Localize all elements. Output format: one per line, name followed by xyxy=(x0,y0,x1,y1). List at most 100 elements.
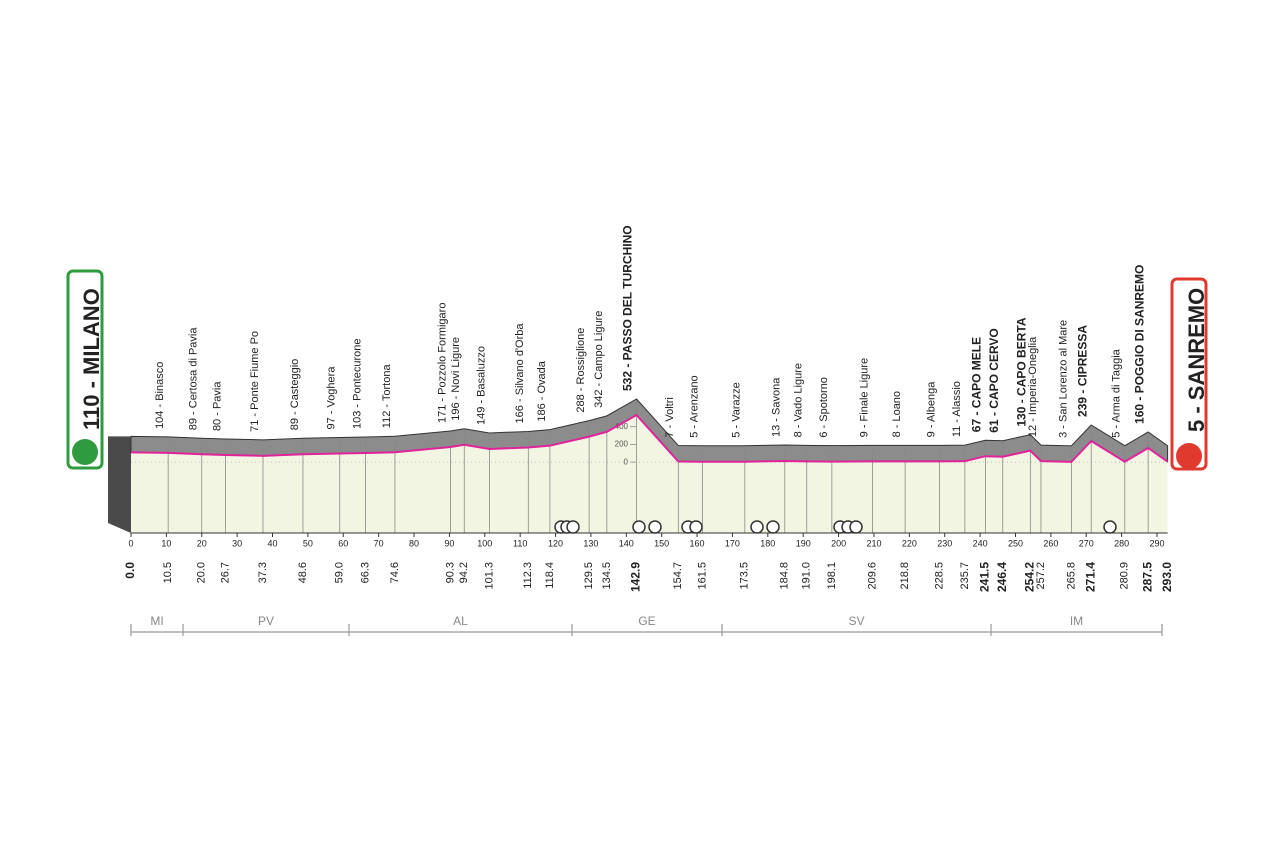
waypoint-label: 342 - Campo Ligure xyxy=(593,311,605,408)
start-box xyxy=(66,269,104,470)
waypoint-label: 80 - Pavia xyxy=(211,381,223,431)
elevation-line xyxy=(130,413,1169,463)
x-tick-label: 0 xyxy=(128,538,133,548)
distance-label: 246.4 xyxy=(995,562,1009,592)
x-tick-label: 120 xyxy=(548,538,563,548)
region-label: PV xyxy=(258,614,274,628)
waypoint-label: 288 - Rossiglione xyxy=(575,328,587,413)
waypoint-label: 149 - Basaluzzo xyxy=(475,346,487,425)
x-tick-label: 50 xyxy=(303,538,313,548)
waypoint-label: 8 - Loano xyxy=(891,391,903,437)
waypoint-label: 3 - San Lorenzo al Mare xyxy=(1057,320,1069,438)
waypoint-label: 9 - Albenga xyxy=(925,381,937,438)
x-tick-label: 130 xyxy=(583,538,598,548)
waypoint-label: 104 - Binasco xyxy=(154,362,166,429)
region-label: GE xyxy=(638,614,655,628)
distance-label: 154.7 xyxy=(672,562,684,590)
waypoint-label: 160 - POGGIO DI SANREMO xyxy=(1132,265,1146,424)
distance-label: 101.3 xyxy=(483,562,495,590)
distance-label: 265.8 xyxy=(1065,562,1077,590)
distance-label: 134.5 xyxy=(601,562,613,590)
waypoint-label: 61 - CAPO CERVO xyxy=(987,328,1001,432)
sprint-icons xyxy=(554,520,1117,534)
region-label: AL xyxy=(453,614,468,628)
waypoint-label: 11 - Alassio xyxy=(951,381,963,437)
x-tick-label: 210 xyxy=(866,538,881,548)
x-tick-label: 280 xyxy=(1114,538,1129,548)
distance-label: 20.0 xyxy=(196,562,208,583)
distance-label: 280.9 xyxy=(1119,562,1131,590)
x-tick-label: 250 xyxy=(1008,538,1023,548)
x-tick-label: 90 xyxy=(444,538,454,548)
waypoint-label: 7 - Voltri xyxy=(664,397,676,437)
x-tick-label: 220 xyxy=(902,538,917,548)
waypoint-label: 112 - Tortona xyxy=(381,364,393,429)
icon xyxy=(648,520,662,534)
waypoint-label: 97 - Voghera xyxy=(326,366,338,430)
waypoint-label: 6 - Spotorno xyxy=(818,377,830,438)
x-tick-label: 40 xyxy=(268,538,278,548)
finish-label: 5 - SANREMO xyxy=(1184,288,1209,432)
waypoint-label: 13 - Savona xyxy=(771,377,783,437)
icon xyxy=(849,520,863,534)
icon xyxy=(766,520,780,534)
waypoint-label: 196 - Novi Ligure xyxy=(450,337,462,421)
finish-icon xyxy=(1176,443,1202,469)
distance-label: 129.5 xyxy=(583,562,595,590)
x-tick-label: 20 xyxy=(197,538,207,548)
x-tick-label: 270 xyxy=(1079,538,1094,548)
y-tick-label: 400 xyxy=(615,422,629,431)
x-tick-label: 10 xyxy=(161,538,171,548)
distance-label: 37.3 xyxy=(257,562,269,583)
distance-label: 218.8 xyxy=(899,562,911,590)
distance-label: 184.8 xyxy=(779,562,791,590)
profile-wall xyxy=(108,436,131,533)
distance-label: 257.2 xyxy=(1035,562,1047,590)
waypoint-label: 67 - CAPO MELE xyxy=(970,337,984,432)
icon xyxy=(1103,520,1117,534)
icon xyxy=(750,520,764,534)
waypoint-label: 71 - Ponte Fiume Po xyxy=(249,331,261,432)
waypoint-label: 532 - PASSO DEL TURCHINO xyxy=(621,225,635,391)
waypoint-label: 186 - Ovada xyxy=(536,360,548,421)
y-tick-label: 200 xyxy=(615,440,629,449)
waypoint-label: 130 - CAPO BERTA xyxy=(1015,317,1029,426)
waypoint-label: 239 - CIPRESSA xyxy=(1075,325,1089,417)
waypoint-label: 8 - Vado Ligure xyxy=(793,363,805,437)
x-tick-label: 180 xyxy=(760,538,775,548)
x-tick-label: 190 xyxy=(796,538,811,548)
waypoint-label: 89 - Casteggio xyxy=(289,359,301,431)
x-tick-label: 140 xyxy=(619,538,634,548)
x-tick-label: 160 xyxy=(690,538,705,548)
distance-label: 173.5 xyxy=(739,562,751,590)
distance-label: 254.2 xyxy=(1023,562,1037,592)
distance-label: 59.0 xyxy=(334,562,346,583)
region-label: IM xyxy=(1070,614,1083,628)
distance-label: 287.5 xyxy=(1140,562,1154,592)
distance-label: 74.6 xyxy=(389,562,401,583)
distance-label: 10.5 xyxy=(162,562,174,583)
distance-label: 66.3 xyxy=(359,562,371,583)
x-tick-label: 240 xyxy=(973,538,988,548)
waypoint-label: 5 - Arenzano xyxy=(688,375,700,437)
waypoint-label: 12 - Imperia-Oneglia xyxy=(1027,336,1039,437)
distance-label: 271.4 xyxy=(1083,562,1097,592)
distance-label: 118.4 xyxy=(544,562,556,589)
icon xyxy=(689,520,703,534)
distance-label: 94.2 xyxy=(458,562,470,583)
profile-area xyxy=(131,415,1168,533)
waypoint-label: 5 - Arma di Taggia xyxy=(1111,348,1123,437)
x-tick-label: 200 xyxy=(831,538,846,548)
x-tick-label: 290 xyxy=(1149,538,1164,548)
distance-label: 209.6 xyxy=(866,562,878,590)
region-label: MI xyxy=(150,614,163,628)
start-icon xyxy=(72,439,98,465)
distance-label: 235.7 xyxy=(959,562,971,590)
distance-label: 48.6 xyxy=(297,562,309,583)
x-tick-label: 70 xyxy=(374,538,384,548)
x-tick-label: 100 xyxy=(477,538,492,548)
distance-label: 161.5 xyxy=(696,562,708,590)
y-tick-label: 0 xyxy=(624,457,629,466)
